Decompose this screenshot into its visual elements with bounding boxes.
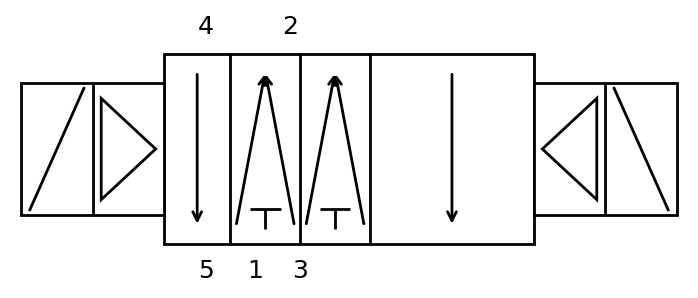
Text: 3: 3 bbox=[292, 259, 308, 283]
Text: 2: 2 bbox=[282, 15, 297, 39]
Bar bbox=[21, 83, 164, 215]
Text: 4: 4 bbox=[198, 15, 214, 39]
Bar bbox=[164, 54, 534, 244]
Bar bbox=[534, 83, 677, 215]
Polygon shape bbox=[101, 98, 156, 200]
Polygon shape bbox=[542, 98, 597, 200]
Text: 1: 1 bbox=[247, 259, 262, 283]
Text: 5: 5 bbox=[198, 259, 214, 283]
